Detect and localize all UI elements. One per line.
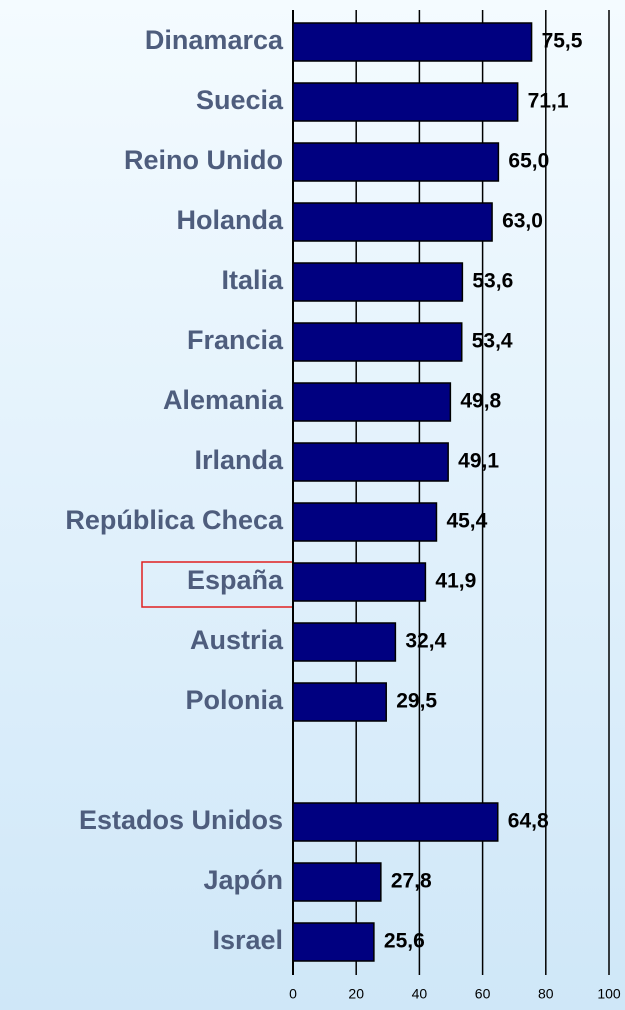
value-label: 49,8 [460, 390, 501, 413]
bar [292, 922, 375, 962]
category-label: Estados Unidos [79, 805, 283, 835]
x-tick-label: 80 [538, 986, 554, 1002]
value-label: 45,4 [446, 510, 487, 533]
bar [292, 322, 463, 362]
x-tick-label: 40 [412, 986, 428, 1002]
category-label: Francia [187, 325, 284, 355]
bar [292, 442, 449, 482]
category-label: Alemania [163, 385, 284, 415]
value-label: 27,8 [391, 870, 432, 893]
bar [292, 22, 533, 62]
category-label: República Checa [65, 505, 284, 535]
x-tick-label: 100 [597, 986, 621, 1002]
bar [292, 502, 438, 542]
value-label: 63,0 [502, 210, 543, 233]
category-label: Italia [221, 265, 284, 295]
category-label: Irlanda [194, 445, 284, 475]
value-label: 41,9 [435, 570, 476, 593]
category-label: Japón [203, 865, 283, 895]
category-label: Holanda [176, 205, 283, 235]
value-label: 32,4 [405, 630, 446, 653]
value-label: 25,6 [384, 930, 425, 953]
bar [292, 202, 493, 242]
bar [292, 142, 500, 182]
value-label: 49,1 [458, 450, 499, 473]
bar [292, 382, 452, 422]
value-label: 75,5 [542, 30, 583, 53]
category-label: Israel [212, 925, 283, 955]
value-label: 65,0 [508, 150, 549, 173]
bar [292, 262, 464, 302]
value-label: 53,4 [472, 330, 513, 353]
bar [292, 682, 387, 722]
bar [292, 862, 382, 902]
bar [292, 562, 427, 602]
category-label: Suecia [196, 85, 284, 115]
value-label: 64,8 [508, 810, 549, 833]
category-label: Dinamarca [145, 25, 284, 55]
x-tick-label: 0 [289, 986, 297, 1002]
value-label: 29,5 [396, 690, 437, 713]
category-label: Reino Unido [124, 145, 283, 175]
bar [292, 622, 397, 662]
bar [292, 82, 519, 122]
category-label: Austria [190, 625, 284, 655]
category-label: España [187, 565, 284, 595]
value-label: 53,6 [472, 270, 513, 293]
value-label: 71,1 [528, 90, 569, 113]
category-label: Polonia [185, 685, 283, 715]
bar [292, 802, 499, 842]
x-tick-label: 20 [348, 986, 364, 1002]
x-tick-label: 60 [475, 986, 491, 1002]
